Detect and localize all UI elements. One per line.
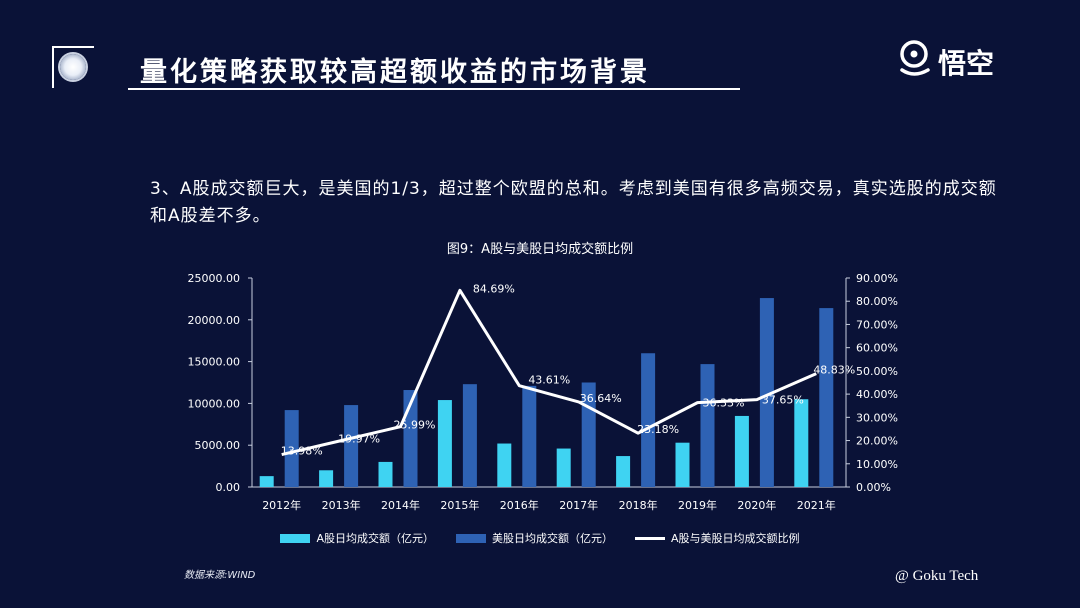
x-tick-label: 2017年: [559, 498, 598, 512]
ratio-data-label: 48.83%: [813, 364, 855, 377]
bar-a-share: [437, 400, 452, 487]
bar-a-share: [734, 415, 749, 487]
y-left-tick-label: 5000.00: [195, 439, 241, 452]
bar-us-share: [759, 298, 774, 487]
title-circle-icon: [60, 54, 86, 80]
ratio-data-label: 43.61%: [528, 374, 570, 387]
goku-logo-icon: [900, 40, 930, 76]
x-tick-label: 2018年: [619, 498, 658, 512]
ratio-data-label: 37.65%: [762, 394, 804, 407]
bar-a-share: [675, 442, 690, 487]
body-paragraph: 3、A股成交额巨大，是美国的1/3，超过整个欧盟的总和。考虑到美国有很多高频交易…: [150, 179, 997, 226]
bar-us-share: [819, 308, 834, 487]
x-tick-label: 2012年: [262, 498, 301, 512]
ratio-data-label: 36.64%: [580, 392, 622, 405]
x-tick-label: 2016年: [500, 498, 539, 512]
y-right-tick-label: 30.00%: [856, 411, 898, 424]
ratio-data-label: 36.33%: [703, 397, 745, 410]
ratio-data-label: 84.69%: [473, 282, 515, 295]
bar-us-share: [344, 405, 359, 487]
y-right-tick-label: 80.00%: [856, 295, 898, 308]
y-left-tick-label: 10000.00: [188, 397, 241, 410]
y-right-tick-label: 20.00%: [856, 435, 898, 448]
bar-us-share: [522, 385, 537, 487]
ratio-data-label: 23.18%: [637, 423, 679, 436]
y-right-tick-label: 0.00%: [856, 481, 891, 494]
bar-a-share: [378, 461, 393, 487]
y-right-tick-label: 70.00%: [856, 318, 898, 331]
bar-us-share: [284, 410, 299, 487]
bar-a-share: [319, 470, 334, 487]
legend-item-us-share: 美股日均成交额（亿元）: [456, 530, 613, 546]
legend-label-us-share: 美股日均成交额（亿元）: [492, 532, 613, 545]
ratio-data-label: 13.98%: [281, 445, 323, 458]
x-tick-label: 2013年: [322, 498, 361, 512]
bar-a-share: [497, 443, 512, 487]
bar-us-share: [700, 364, 715, 487]
y-right-tick-label: 40.00%: [856, 388, 898, 401]
y-right-tick-label: 10.00%: [856, 458, 898, 471]
y-left-tick-label: 20000.00: [188, 314, 241, 327]
bar-us-share: [462, 384, 477, 487]
ratio-data-label: 25.99%: [394, 419, 436, 432]
title-bracket-decoration: [52, 46, 94, 88]
title-bar: 量化策略获取较高超额收益的市场背景: [52, 46, 740, 92]
x-tick-label: 2019年: [678, 498, 717, 512]
copyright-text: @ Goku Tech: [895, 568, 979, 584]
goku-logo: 悟空: [898, 38, 1008, 82]
y-left-tick-label: 0.00: [216, 481, 241, 494]
bar-a-share: [616, 456, 631, 487]
title-underline: [128, 88, 740, 90]
x-tick-label: 2014年: [381, 498, 420, 512]
bar-us-share: [641, 353, 656, 487]
legend-swatch-us-share: [456, 533, 486, 543]
y-right-tick-label: 60.00%: [856, 342, 898, 355]
chart-title: 图9：A股与美股日均成交额比例: [446, 242, 634, 257]
logo-text: 悟空: [938, 47, 995, 80]
legend-label-ratio: A股与美股日均成交额比例: [671, 532, 800, 545]
legend-swatch-ratio: [635, 536, 665, 540]
x-tick-label: 2021年: [797, 498, 836, 512]
y-left-tick-label: 25000.00: [188, 272, 241, 285]
legend-item-ratio: A股与美股日均成交额比例: [635, 530, 800, 546]
ratio-line: [281, 288, 817, 456]
y-right-tick-label: 90.00%: [856, 272, 898, 285]
bar-a-share: [794, 399, 809, 487]
legend-swatch-a-share: [280, 533, 311, 543]
y-left-tick-label: 15000.00: [188, 356, 241, 369]
legend-label-a-share: A股日均成交额（亿元）: [316, 532, 434, 545]
legend-item-a-share: A股日均成交额（亿元）: [280, 530, 434, 546]
x-tick-label: 2020年: [737, 498, 776, 512]
y-right-tick-label: 50.00%: [856, 365, 898, 378]
bar-a-share: [259, 476, 274, 487]
x-tick-label: 2015年: [440, 498, 479, 512]
data-source-note: 数据来源:WIND: [184, 570, 256, 581]
page-title: 量化策略获取较高超额收益的市场背景: [140, 57, 650, 88]
ratio-data-label: 19.97%: [338, 433, 380, 446]
chart-legend: A股日均成交额（亿元） 美股日均成交额（亿元） A股与美股日均成交额比例: [0, 530, 1080, 546]
bar-a-share: [556, 448, 571, 487]
